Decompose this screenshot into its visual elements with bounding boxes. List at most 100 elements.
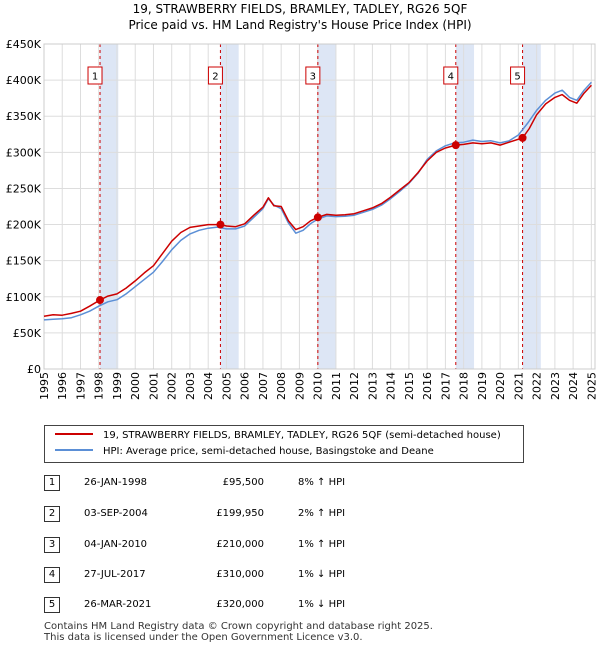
x-tick-label: 2016 (421, 372, 434, 400)
sale-point (518, 133, 527, 142)
x-tick-label: 1998 (93, 372, 106, 400)
series-line-property (43, 84, 592, 318)
table-row: 2 03-SEP-2004 £199,950 2% ↑ HPI (44, 505, 524, 523)
x-tick-label: 1997 (74, 372, 87, 400)
x-tick-label: 2008 (275, 372, 288, 400)
sale-highlight-band (455, 44, 475, 369)
sale-highlight-band (317, 44, 337, 369)
sale-point (216, 220, 225, 229)
x-tick-label: 1999 (111, 372, 124, 400)
x-tick-label: 2025 (585, 372, 598, 400)
y-tick-label: £400K (6, 74, 42, 87)
plot-frame (43, 43, 596, 370)
x-tick-label: 1995 (38, 372, 51, 400)
sale-price: £95,500 (222, 477, 264, 488)
y-tick-label: £50K (13, 327, 42, 340)
sale-point (451, 141, 460, 150)
table-row: 3 04-JAN-2010 £210,000 1% ↑ HPI (44, 536, 524, 554)
sale-label-box (305, 66, 321, 85)
x-tick-label: 2022 (531, 372, 544, 400)
x-tick-label: 2005 (220, 372, 233, 400)
sale-price: £199,950 (216, 508, 264, 519)
y-tick-label: £300K (6, 146, 42, 159)
legend-swatch-property (55, 433, 93, 435)
x-tick-label: 2004 (202, 372, 215, 400)
sale-number-badge: 1 (44, 475, 60, 491)
sale-price: £310,000 (216, 569, 264, 580)
x-tick-label: 2007 (257, 372, 270, 400)
sale-label: 4 (448, 72, 454, 83)
chart-subtitle: Price paid vs. HM Land Registry's House … (128, 18, 472, 32)
x-tick-label: 2009 (293, 372, 306, 400)
x-tick-label: 2010 (312, 372, 325, 400)
sale-date: 26-JAN-1998 (84, 477, 148, 488)
sale-number-badge: 3 (44, 537, 60, 553)
x-tick-label: 2003 (184, 372, 197, 400)
sale-label-box (207, 66, 223, 85)
sale-date: 26-MAR-2021 (84, 599, 152, 610)
x-tick-label: 2021 (512, 372, 525, 400)
x-tick-label: 1996 (56, 372, 69, 400)
sale-label: 3 (310, 72, 316, 83)
x-tick-label: 2014 (385, 372, 398, 400)
y-tick-label: £150K (6, 255, 42, 268)
sale-number-badge: 2 (44, 506, 60, 522)
sale-label-box (510, 66, 526, 85)
x-tick-label: 2018 (458, 372, 471, 400)
footer-license: This data is licensed under the Open Gov… (44, 632, 363, 643)
sale-hpi-diff: 8% ↑ HPI (298, 477, 346, 488)
x-tick-label: 2023 (549, 372, 562, 400)
sale-highlight-band (220, 44, 239, 369)
y-tick-label: £350K (6, 110, 42, 123)
sale-hpi-diff: 1% ↑ HPI (298, 539, 346, 550)
chart-title: 19, STRAWBERRY FIELDS, BRAMLEY, TADLEY, … (132, 2, 468, 16)
table-row: 4 27-JUL-2017 £310,000 1% ↓ HPI (44, 566, 524, 584)
x-tick-label: 2020 (494, 372, 507, 400)
y-tick-label: £0 (27, 363, 41, 376)
sale-label: 1 (92, 72, 98, 83)
sale-label: 2 (212, 72, 218, 83)
sale-number-badge: 4 (44, 567, 60, 583)
price-chart: 1 2 3 4 5 £0 £50K £100K £150K £200K £250K £300K £350… (6, 38, 599, 400)
x-tick-label: 2013 (366, 372, 379, 400)
legend-label-property: 19, STRAWBERRY FIELDS, BRAMLEY, TADLEY, … (103, 430, 501, 441)
footer-copyright: Contains HM Land Registry data © Crown c… (44, 621, 433, 632)
sale-date: 03-SEP-2004 (84, 508, 148, 519)
legend-item-property: 19, STRAWBERRY FIELDS, BRAMLEY, TADLEY, … (55, 428, 501, 444)
series-line-hpi (43, 81, 592, 321)
sale-label: 5 (514, 72, 520, 83)
sale-highlight-band (100, 44, 119, 369)
x-tick-label: 2002 (166, 372, 179, 400)
sale-price: £210,000 (216, 539, 264, 550)
x-tick-label: 2011 (330, 372, 343, 400)
x-tick-label: 2024 (567, 372, 580, 400)
table-row: 1 26-JAN-1998 £95,500 8% ↑ HPI (44, 474, 524, 492)
y-tick-label: £250K (6, 182, 42, 195)
legend: 19, STRAWBERRY FIELDS, BRAMLEY, TADLEY, … (44, 425, 524, 463)
x-tick-label: 2019 (476, 372, 489, 400)
sale-hpi-diff: 1% ↓ HPI (298, 569, 346, 580)
x-tick-label: 2017 (439, 372, 452, 400)
table-row: 5 26-MAR-2021 £320,000 1% ↓ HPI (44, 596, 524, 614)
x-tick-label: 2015 (403, 372, 416, 400)
sale-date: 27-JUL-2017 (84, 569, 146, 580)
x-tick-label: 2006 (239, 372, 252, 400)
legend-item-hpi: HPI: Average price, semi-detached house,… (55, 444, 434, 460)
sale-highlight-band (522, 44, 541, 369)
y-tick-label: £100K (6, 291, 42, 304)
legend-swatch-hpi (55, 449, 93, 451)
sale-label-box (443, 66, 459, 85)
x-tick-label: 2001 (147, 372, 160, 400)
legend-label-hpi: HPI: Average price, semi-detached house,… (103, 446, 434, 457)
y-tick-label: £200K (6, 219, 42, 232)
sale-date: 04-JAN-2010 (84, 539, 148, 550)
sale-label-box (87, 66, 103, 85)
sale-point (313, 213, 322, 222)
sale-hpi-diff: 2% ↑ HPI (298, 508, 346, 519)
sale-point (96, 296, 105, 305)
x-tick-label: 2012 (348, 372, 361, 400)
sale-hpi-diff: 1% ↓ HPI (298, 599, 346, 610)
sale-price: £320,000 (216, 599, 264, 610)
x-tick-label: 2000 (129, 372, 142, 400)
y-tick-label: £450K (6, 38, 42, 51)
